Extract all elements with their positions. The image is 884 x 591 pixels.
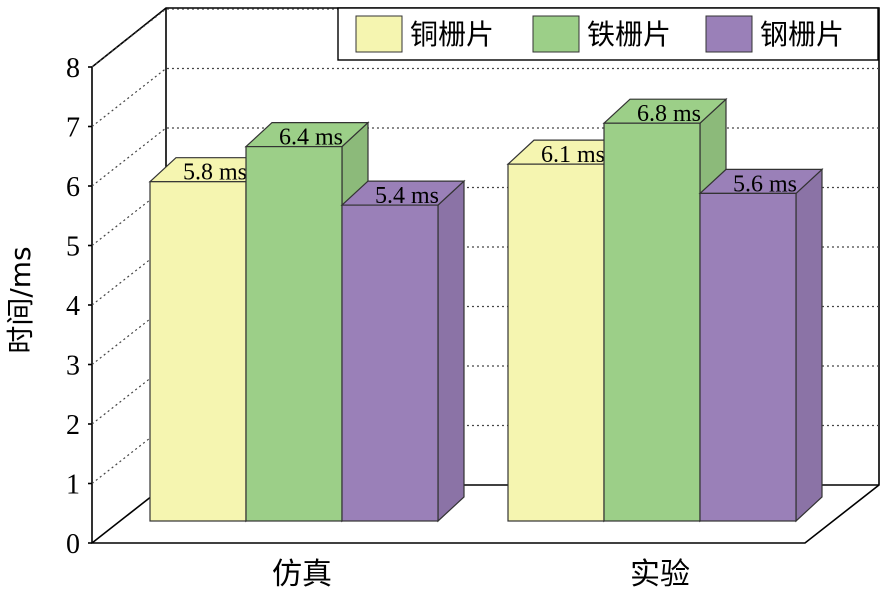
bar-side [437, 179, 465, 523]
data-label: 5.8 ms [183, 160, 247, 186]
bar-front [603, 122, 701, 522]
legend-label: 钢栅片 [760, 18, 844, 51]
gridline [91, 246, 879, 306]
y-tick-label: 5 [66, 232, 80, 263]
gridline [91, 424, 879, 484]
legend-label: 铁栅片 [587, 18, 671, 51]
y-tick-label: 3 [66, 351, 80, 382]
data-label: 6.4 ms [279, 125, 343, 151]
legend-swatch [355, 15, 403, 53]
gridline [91, 127, 879, 187]
bar [698, 168, 824, 523]
data-label: 6.8 ms [637, 101, 701, 127]
legend: 铜栅片 铁栅片 钢栅片 [337, 7, 879, 61]
y-axis-title: 时间/ms [4, 246, 37, 353]
gridline [91, 365, 879, 425]
data-label: 6.1 ms [541, 142, 605, 168]
bar [340, 179, 466, 523]
bar-front [245, 146, 343, 522]
legend-label: 铜栅片 [410, 18, 494, 51]
y-tick-label: 7 [66, 113, 80, 144]
x-category-label: 仿真 [272, 557, 332, 591]
legend-swatch [705, 15, 753, 53]
bar-front [341, 204, 439, 522]
y-tick-label: 0 [66, 529, 80, 560]
y-tick-label: 2 [66, 410, 80, 441]
bar-front [699, 192, 797, 522]
gridline [91, 186, 879, 246]
y-tick-label: 8 [66, 53, 80, 84]
bar-side [795, 168, 823, 523]
y-tick-label: 6 [66, 172, 80, 203]
legend-box [337, 7, 879, 61]
legend-swatch [532, 15, 580, 53]
gridline [91, 305, 879, 365]
y-tick-label: 4 [66, 291, 80, 322]
data-label: 5.6 ms [733, 171, 797, 197]
data-label: 5.4 ms [375, 183, 439, 209]
gridline [91, 67, 879, 127]
bar-front [149, 181, 247, 522]
x-category-label: 实验 [630, 557, 690, 591]
gridline [91, 8, 879, 68]
y-tick-label: 1 [66, 470, 80, 501]
bar-front [507, 163, 605, 522]
